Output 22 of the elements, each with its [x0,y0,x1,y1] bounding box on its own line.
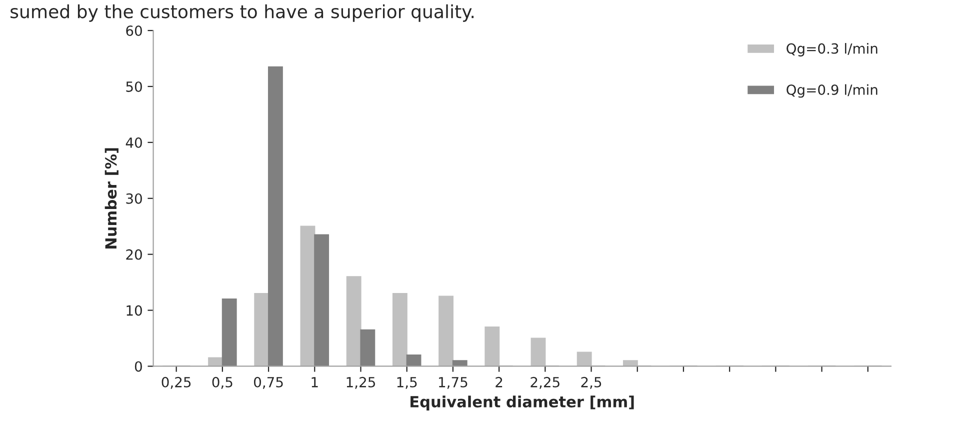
y-tick-label: 0 [134,361,142,372]
text: sumed by the customers to have a superior quality. [10,4,474,22]
y-tick-label: 60 [126,25,142,36]
x-tick-label: 1,25 [346,376,375,389]
y-tick-label: 40 [126,137,142,148]
y-axis-title: Number [%] [104,148,118,248]
y-tick-label: 50 [126,81,142,92]
x-tick-label: 1 [312,377,318,388]
x-tick-label: 0,75 [254,376,283,389]
x-tick-label: 2,25 [530,376,560,389]
x-tick-label: 0,5 [212,376,232,389]
legend-label: Qg=0.9 l/min [786,84,878,98]
y-tick-label: 10 [126,305,142,316]
x-axis-title: Equivalent diameter [mm] [410,396,634,410]
y-tick-label: 30 [126,193,142,204]
x-tick-label: 1,75 [439,377,468,389]
x-tick-label: 2 [496,376,502,388]
y-tick-label: 20 [126,249,142,260]
x-tick-label: 2,5 [581,376,602,389]
x-tick-label: 1,5 [397,377,417,389]
legend-label: Qg=0.3 l/min [786,43,878,56]
x-tick-label: 0,25 [162,376,191,389]
